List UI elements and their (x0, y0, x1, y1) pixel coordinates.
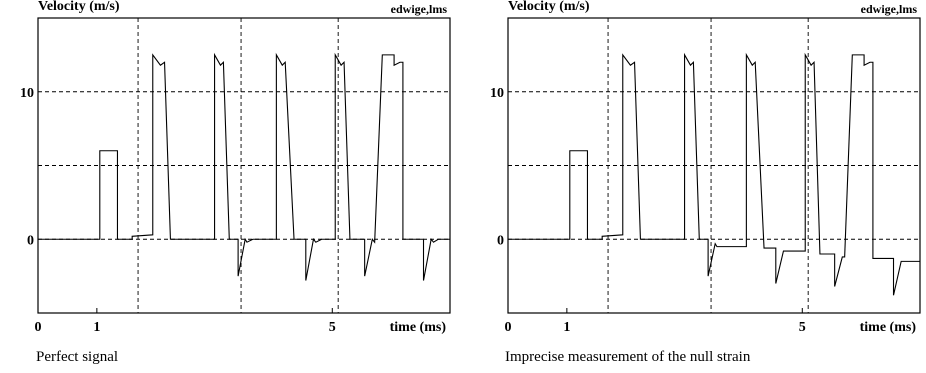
velocity-series-line (38, 52, 450, 281)
x-tick-label: 5 (329, 320, 336, 335)
x-tick-label: 5 (799, 320, 806, 335)
chart-tag-right: edwige,lms (861, 2, 918, 16)
x-tick-label: 0 (505, 320, 512, 335)
x-axis-label-left: time (ms) (390, 320, 447, 335)
tick-labels-left: 0 1 5 0 10 (20, 86, 336, 335)
caption-right: Imprecise measurement of the null strain (505, 349, 751, 365)
y-axis-label-left: Velocity (m/s) (38, 0, 120, 14)
y-axis-label-right: Velocity (m/s) (508, 0, 590, 14)
chart-left: 0 1 5 0 10 Velocity (m/s) edwige,lms time (m… (20, 0, 451, 365)
y-tick-label: 0 (497, 233, 504, 248)
tick-labels-right: 0 1 5 0 10 (490, 86, 806, 335)
x-tick-label: 1 (93, 320, 100, 335)
caption-left: Perfect signal (36, 349, 118, 365)
chart-tag-left: edwige,lms (391, 2, 448, 16)
y-tick-label: 10 (20, 86, 34, 101)
x-tick-label: 1 (563, 320, 570, 335)
series-right (508, 52, 920, 296)
chart-right: 0 1 5 0 10 Velocity (m/s) edwige,lms time (m… (490, 0, 921, 365)
y-tick-label: 0 (27, 233, 34, 248)
x-axis-label-right: time (ms) (860, 320, 917, 335)
y-tick-label: 10 (490, 86, 504, 101)
x-tick-label: 0 (35, 320, 42, 335)
velocity-series-line (508, 52, 920, 296)
series-left (38, 52, 450, 281)
